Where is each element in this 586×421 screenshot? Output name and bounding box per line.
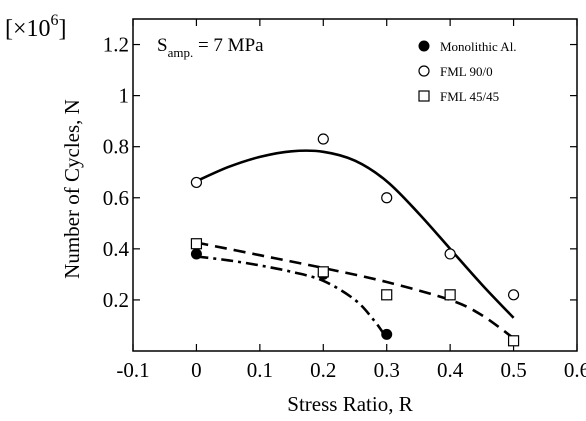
x-tick-label: 0 (191, 358, 202, 382)
y-axis-title: Number of Cycles, N (60, 99, 84, 279)
y-axis: 0.2 0.4 0.6 0.8 1 1.2 (103, 33, 577, 312)
point-fml-45-45 (507, 335, 520, 347)
fit-line-open-square (196, 241, 515, 340)
point-fml-45-45 (444, 289, 456, 301)
x-axis-title: Stress Ratio, R (287, 392, 412, 416)
x-tick-label: 0.1 (247, 358, 273, 382)
x-axis: -0.1 0 0.1 0.2 0.3 0.4 0.5 0.6 (116, 19, 586, 382)
legend-marker-fml-90-0 (418, 65, 430, 77)
amplitude-annotation: Samp. = 7 MPa (157, 35, 264, 60)
legend-label-fml-45-45: FML 45/45 (440, 89, 499, 104)
x-tick-label: 0.4 (437, 358, 464, 382)
legend-marker-monolithic (418, 40, 430, 52)
point-fml-45-45 (190, 238, 203, 250)
point-fml-90-0 (507, 289, 520, 301)
point-fml-90-0 (381, 192, 393, 204)
y-tick-label: 0.2 (103, 288, 129, 312)
point-monolithic (381, 328, 393, 340)
x-tick-label: 0.6 (564, 358, 586, 382)
y-multiplier-label: [×106] (5, 12, 67, 42)
legend: Monolithic Al. FML 90/0 FML 45/45 (418, 39, 517, 104)
point-fml-90-0 (190, 176, 203, 189)
y-tick-label: 1.2 (103, 33, 129, 57)
legend-marker-fml-45-45 (418, 90, 430, 102)
fit-line-open-circle (195, 149, 515, 319)
legend-label-monolithic: Monolithic Al. (440, 39, 517, 54)
y-tick-label: 0.4 (103, 237, 130, 261)
fit-line-filled-circle (196, 255, 388, 339)
point-fml-90-0 (317, 133, 329, 145)
x-tick-label: 0.2 (310, 358, 336, 382)
y-tick-label: 0.8 (103, 135, 129, 159)
x-tick-label: 0.3 (374, 358, 400, 382)
point-fml-90-0 (444, 248, 456, 260)
x-tick-label: 0.5 (500, 358, 526, 382)
point-fml-45-45 (381, 289, 393, 301)
legend-label-fml-90-0: FML 90/0 (440, 64, 493, 79)
y-tick-label: 0.6 (103, 186, 129, 210)
plot-frame (132, 18, 578, 352)
point-fml-45-45 (317, 266, 329, 278)
y-tick-label: 1 (119, 84, 130, 108)
fit-lines (195, 149, 515, 340)
x-tick-label: -0.1 (116, 358, 149, 382)
point-monolithic (190, 248, 202, 260)
data-markers (190, 133, 520, 347)
